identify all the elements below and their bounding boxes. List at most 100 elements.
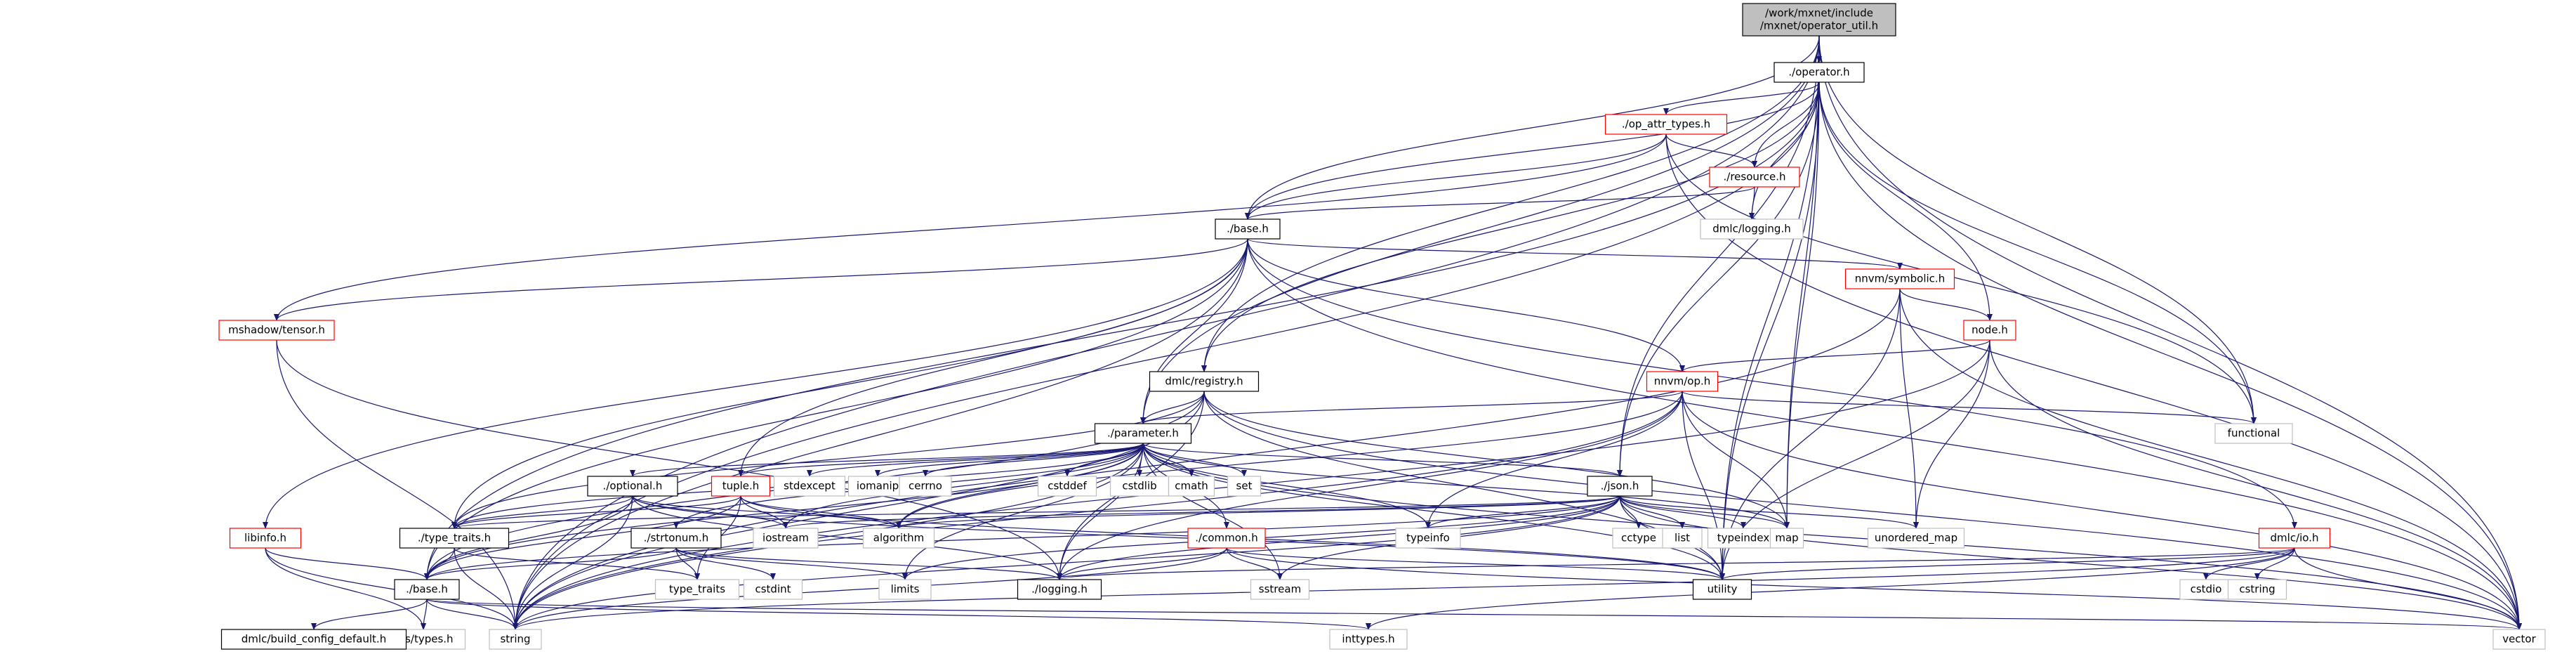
node: ./type_traits.h — [399, 528, 510, 549]
edge — [1619, 495, 1919, 529]
edge — [1057, 547, 1227, 580]
node-box — [2227, 579, 2287, 600]
node-box — [1700, 218, 1804, 240]
node: iomanip — [847, 476, 908, 497]
node: list — [1662, 528, 1703, 549]
node-label: ./json.h — [1601, 480, 1639, 492]
edge — [276, 339, 1062, 580]
node-label: /mxnet/operator_util.h — [1760, 20, 1878, 33]
edge — [675, 547, 908, 580]
node: ./strtonum.h — [630, 528, 722, 549]
node-label: cstdlib — [1122, 480, 1156, 492]
edge — [1719, 547, 2295, 580]
node: ./op_attr_types.h — [1604, 114, 1728, 135]
node: ./base.h — [394, 579, 460, 600]
node-box — [1774, 62, 1865, 83]
edge — [263, 238, 1248, 529]
edge — [896, 391, 1683, 529]
node: limits — [878, 579, 932, 600]
node-label: ./strtonum.h — [644, 532, 709, 544]
edge — [311, 599, 428, 630]
edge — [513, 391, 1683, 630]
edge — [1899, 288, 2522, 630]
node-box — [1867, 528, 1965, 549]
node-box — [1187, 528, 1266, 549]
edge — [1617, 81, 1820, 477]
edge — [1201, 35, 1820, 372]
node-box — [587, 476, 678, 497]
edge — [421, 599, 428, 630]
edge — [513, 288, 1901, 630]
node-box — [862, 528, 935, 549]
edge — [1245, 35, 1820, 220]
edge — [1057, 495, 1620, 580]
edge — [875, 443, 1144, 477]
edge — [902, 443, 1144, 580]
edge — [1203, 391, 1790, 529]
node-box — [1604, 114, 1728, 135]
node-box — [1662, 528, 1703, 549]
node-box — [630, 528, 722, 549]
node-label: nnvm/op.h — [1654, 375, 1711, 388]
node-label: dmlc/logging.h — [1712, 223, 1790, 235]
node-box — [1612, 528, 1665, 549]
edge — [1682, 391, 1725, 580]
node: functional — [2214, 423, 2293, 444]
edge — [1899, 288, 1993, 321]
edge — [783, 495, 1620, 529]
node-box — [218, 320, 335, 341]
node-label: cstddef — [1048, 480, 1087, 492]
edge — [274, 238, 1248, 321]
edge — [738, 238, 1248, 477]
node: ./resource.h — [1709, 166, 1800, 188]
edge — [1682, 391, 1790, 529]
edge — [1247, 238, 2297, 529]
node-label: iomanip — [857, 480, 899, 492]
edge — [1619, 495, 1790, 529]
edge — [1142, 443, 1725, 580]
edge — [1140, 391, 1683, 424]
edge — [451, 391, 1205, 529]
edge — [1679, 339, 1990, 372]
node-box — [743, 579, 803, 600]
edge — [265, 547, 426, 630]
node-label: functional — [2228, 427, 2280, 440]
node-label: dmlc/io.h — [2271, 532, 2319, 544]
node-box — [1742, 3, 1896, 37]
node-box — [1037, 476, 1097, 497]
node: utility — [1692, 579, 1752, 600]
node: type_traits — [654, 579, 740, 600]
edge — [630, 443, 1144, 477]
node-label: map — [1775, 532, 1798, 544]
node-label: mshadow/tensor.h — [228, 324, 325, 337]
edge — [1425, 495, 1620, 529]
edge — [276, 339, 518, 630]
node-box — [394, 579, 460, 600]
node-box — [847, 476, 908, 497]
edge — [1142, 443, 1623, 477]
node-label: typeindex — [1717, 532, 1770, 544]
node-label: utility — [1708, 583, 1738, 596]
edge — [513, 35, 1820, 630]
node-label: cstdio — [2191, 583, 2222, 596]
node: sstream — [1250, 579, 1310, 600]
node-box — [1094, 423, 1192, 444]
node: stdexcept — [773, 476, 846, 497]
node-label: string — [500, 633, 530, 646]
edge — [265, 547, 430, 580]
edge — [1682, 391, 2522, 630]
node-label: tuple.h — [722, 480, 760, 492]
node-label: sys/types.h — [393, 633, 453, 646]
edge — [1719, 35, 1820, 580]
edge — [923, 443, 1144, 477]
node-label: ./optional.h — [603, 480, 663, 492]
node-label: cmath — [1175, 480, 1208, 492]
edge — [1913, 339, 1990, 529]
node-box — [2258, 528, 2331, 549]
node: string — [489, 629, 542, 650]
node-label: vector — [2502, 633, 2536, 646]
node-label: sstream — [1259, 583, 1301, 596]
edge — [1682, 391, 2257, 424]
node-box — [1692, 579, 1752, 600]
edge — [1142, 443, 1247, 477]
